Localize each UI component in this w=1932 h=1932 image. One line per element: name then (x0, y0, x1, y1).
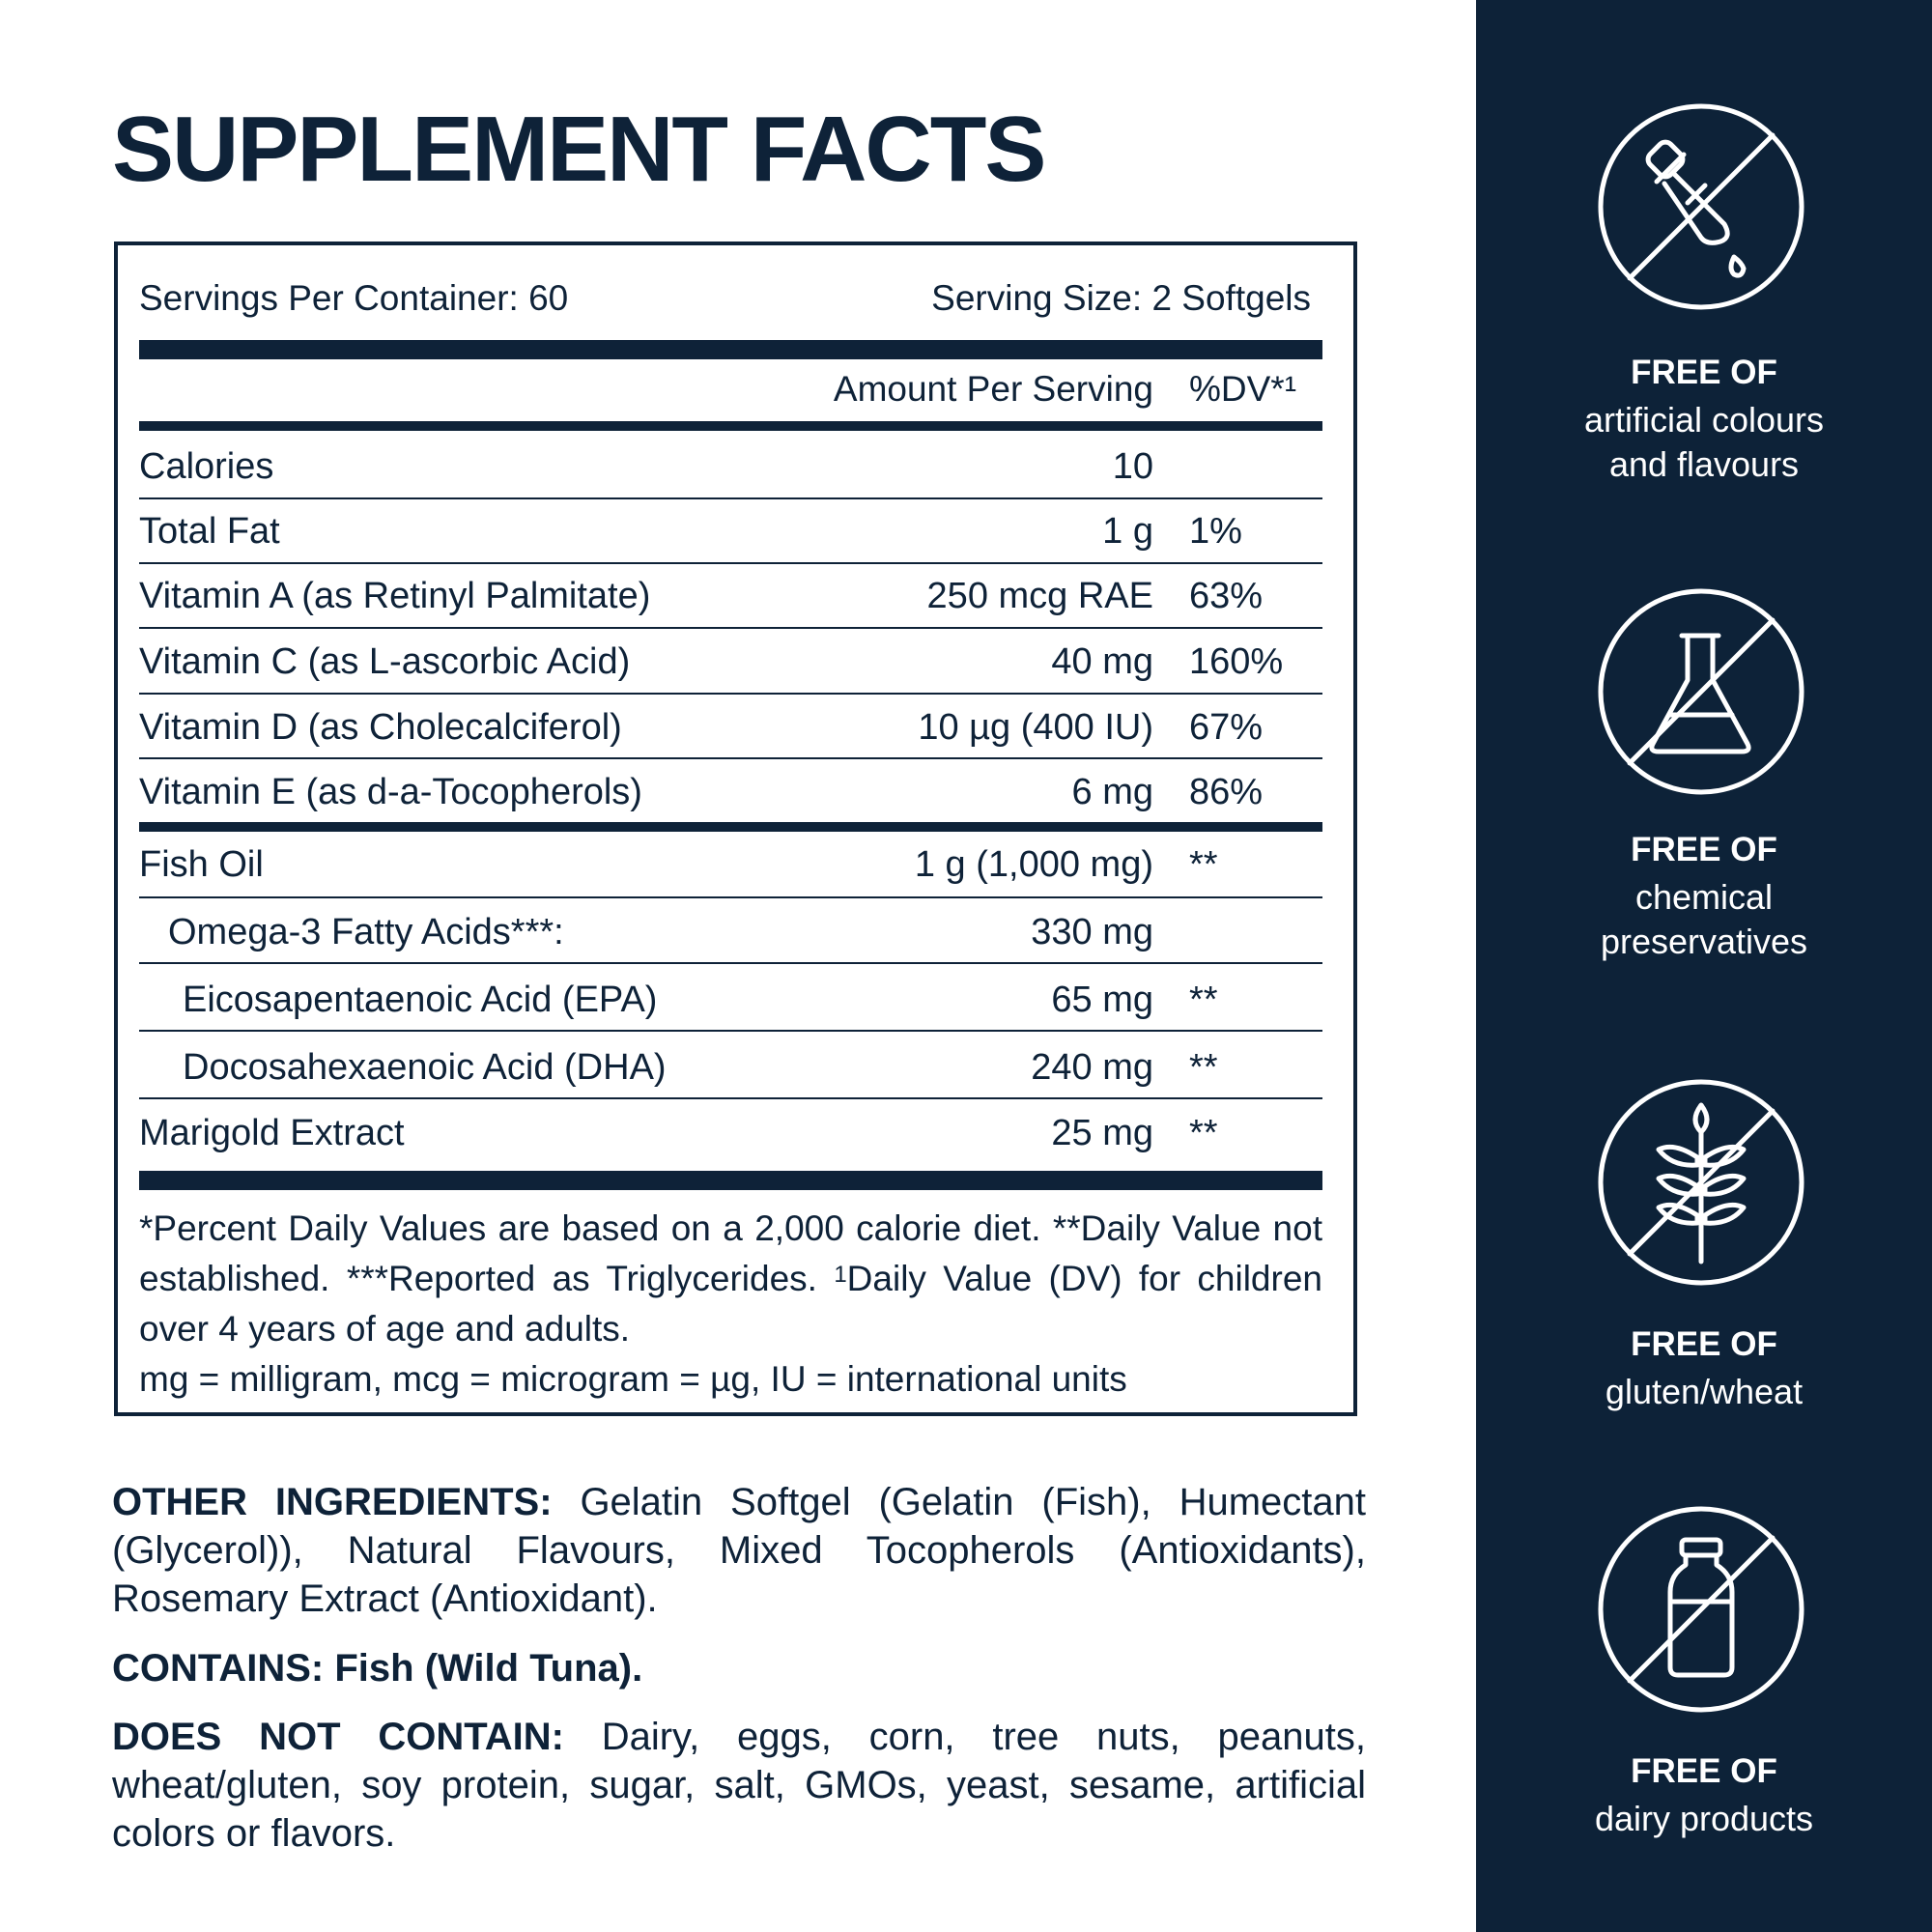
nutrient-amount: 25 mg (1051, 1113, 1153, 1153)
nutrient-name: Calories (139, 446, 274, 487)
other-ingredients-text: Gelatin Softgel (Gelatin (Fish), Humecta… (112, 1481, 1366, 1620)
free-of-label: FREE OF (1631, 1325, 1777, 1363)
free-of-label: FREE OF (1631, 1752, 1777, 1790)
nutrient-amount: 40 mg (1051, 641, 1153, 682)
nutrient-name: Vitamin D (as Cholecalciferol) (139, 707, 622, 748)
free-of-sidebar: FREE OF artificial colours and flavours … (1476, 0, 1932, 1932)
contains-text: CONTAINS: Fish (Wild Tuna). (112, 1647, 643, 1690)
nutrient-amount: 240 mg (1031, 1047, 1153, 1088)
nutrient-name: Marigold Extract (139, 1113, 405, 1153)
wheat-icon (1598, 1079, 1804, 1286)
nutrient-dv: ** (1189, 1113, 1218, 1153)
nutrient-name: Vitamin C (as L-ascorbic Acid) (139, 641, 631, 682)
free-of-label: FREE OF (1631, 831, 1777, 868)
row-divider (139, 562, 1322, 564)
dropper-icon (1598, 103, 1804, 310)
facts-footnote: *Percent Daily Values are based on a 2,0… (139, 1204, 1322, 1405)
contains-statement: CONTAINS: Fish (Wild Tuna). (112, 1644, 1366, 1692)
badge-line-1: artificial colours (1583, 400, 1825, 440)
nutrient-name: Omega-3 Fatty Acids***: (168, 912, 564, 952)
nutrient-dv: 86% (1189, 772, 1264, 812)
nutrient-dv: ** (1189, 1047, 1218, 1088)
daily-value-header: %DV*¹ (1189, 369, 1297, 409)
row-divider (139, 627, 1322, 629)
nutrient-amount: 65 mg (1051, 980, 1153, 1020)
row-divider (139, 693, 1322, 695)
nutrient-amount: 250 mcg RAE (926, 576, 1153, 616)
free-of-label: FREE OF (1631, 354, 1777, 391)
nutrient-dv: 160% (1189, 641, 1284, 682)
row-divider (139, 1097, 1322, 1099)
supplement-facts-panel: Servings Per Container: 60 Serving Size:… (114, 242, 1357, 1416)
badge-line-2: and flavours (1608, 444, 1800, 484)
nutrient-dv: ** (1189, 844, 1218, 885)
row-divider (139, 1030, 1322, 1032)
row-divider (139, 962, 1322, 964)
nutrient-amount: 1 g (1,000 mg) (914, 844, 1153, 885)
milk-bottle-icon (1598, 1506, 1804, 1713)
does-not-contain: DOES NOT CONTAIN: Dairy, eggs, corn, tre… (112, 1713, 1366, 1858)
thick-divider-middle (139, 822, 1322, 832)
nutrient-amount: 1 g (1102, 511, 1153, 552)
thick-divider-header (139, 421, 1322, 431)
footnote-superscript: 1 (834, 1262, 847, 1288)
footnote-text: *Percent Daily Values are based on a 2,0… (139, 1208, 1322, 1349)
amount-per-serving-header: Amount Per Serving (833, 369, 1153, 409)
other-ingredients: OTHER INGREDIENTS: Gelatin Softgel (Gela… (112, 1478, 1366, 1623)
nutrient-name: Eicosapentaenoic Acid (EPA) (183, 980, 658, 1020)
column-header-row: Amount Per Serving %DV*¹ (139, 369, 1322, 423)
does-not-contain-label: DOES NOT CONTAIN: (112, 1716, 564, 1758)
badge-line-1: chemical (1634, 877, 1774, 917)
nutrient-amount: 10 µg (400 IU) (918, 707, 1153, 748)
page-title: SUPPLEMENT FACTS (112, 98, 1046, 201)
row-divider (139, 497, 1322, 499)
does-not-contain-text: Dairy, eggs, corn, tree nuts, peanuts, w… (112, 1716, 1366, 1855)
nutrient-name: Docosahexaenoic Acid (DHA) (183, 1047, 667, 1088)
nutrient-dv: 1% (1189, 511, 1242, 552)
nutrient-dv: ** (1189, 980, 1218, 1020)
flask-icon (1598, 588, 1804, 795)
units-note: mg = milligram, mcg = microgram = µg, IU… (139, 1359, 1127, 1399)
thick-divider-top (139, 340, 1322, 359)
row-divider (139, 757, 1322, 759)
nutrient-name: Fish Oil (139, 844, 264, 885)
servings-per-container: Servings Per Container: 60 (139, 278, 569, 318)
nutrient-amount: 330 mg (1031, 912, 1153, 952)
nutrient-dv: 63% (1189, 576, 1264, 616)
badge-line-2: preservatives (1600, 922, 1808, 961)
thick-divider-bottom (139, 1171, 1322, 1190)
nutrient-name: Vitamin E (as d-a-Tocopherols) (139, 772, 642, 812)
nutrient-name: Total Fat (139, 511, 280, 552)
badge-line-1: dairy products (1594, 1799, 1814, 1838)
badge-line-1: gluten/wheat (1605, 1372, 1804, 1411)
nutrient-dv: 67% (1189, 707, 1264, 748)
serving-info-row: Servings Per Container: 60 Serving Size:… (139, 278, 1322, 327)
other-ingredients-label: OTHER INGREDIENTS: (112, 1481, 553, 1523)
nutrient-amount: 10 (1112, 446, 1153, 487)
nutrient-amount: 6 mg (1071, 772, 1153, 812)
row-divider (139, 896, 1322, 898)
nutrient-name: Vitamin A (as Retinyl Palmitate) (139, 576, 651, 616)
serving-size: Serving Size: 2 Softgels (931, 278, 1311, 318)
